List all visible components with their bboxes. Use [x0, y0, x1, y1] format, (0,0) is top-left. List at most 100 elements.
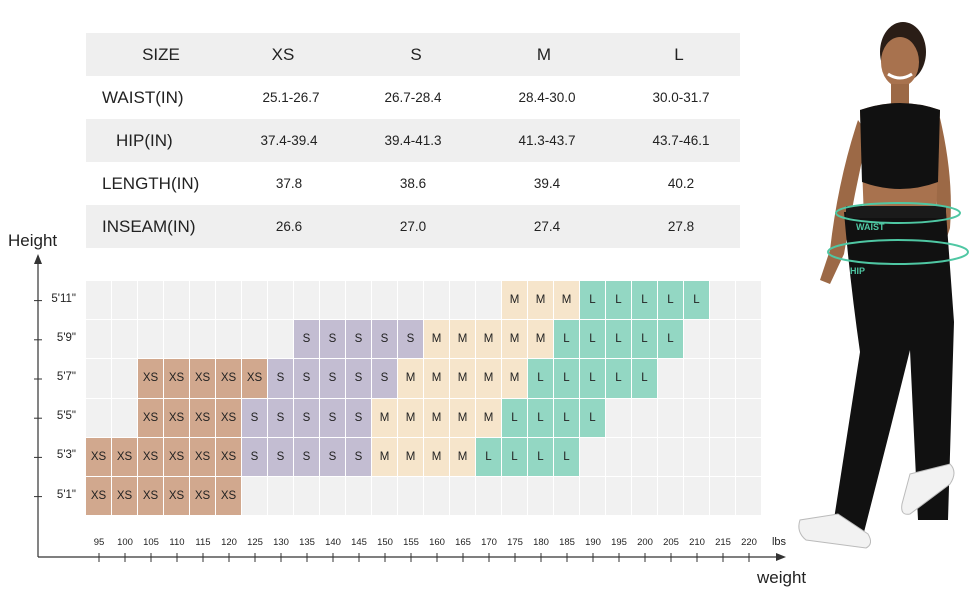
x-tick-label: 215	[715, 537, 731, 548]
empty-cell	[736, 320, 761, 359]
size-cell-l: L	[554, 437, 579, 476]
x-tick-label: 100	[117, 537, 133, 548]
empty-cell	[736, 437, 761, 476]
size-cell-xs: XS	[216, 437, 241, 476]
size-cell-s: S	[320, 398, 345, 437]
size-cell-l: L	[580, 398, 605, 437]
empty-cell	[190, 281, 215, 320]
size-cell-xs: XS	[138, 477, 163, 516]
empty-cell	[632, 437, 657, 476]
size-cell-s: S	[372, 320, 397, 359]
x-tick-label: 120	[221, 537, 237, 548]
row-label-inseam: INSEAM(IN)	[102, 216, 196, 236]
empty-cell	[450, 477, 475, 516]
size-cell-xs: XS	[216, 477, 241, 516]
size-cell-s: S	[268, 437, 293, 476]
empty-cell	[268, 281, 293, 320]
size-cell-s: S	[294, 398, 319, 437]
empty-cell	[112, 281, 137, 320]
empty-cell	[606, 398, 631, 437]
x-tick-label: 155	[403, 537, 419, 548]
size-cell-s: S	[346, 320, 371, 359]
x-tick-label: 135	[299, 537, 315, 548]
size-cell-xs: XS	[190, 477, 215, 516]
empty-cell	[372, 281, 397, 320]
size-cell-l: L	[684, 281, 709, 320]
size-cell-xs: XS	[190, 398, 215, 437]
size-cell-l: L	[554, 398, 579, 437]
neck-shape	[891, 84, 909, 106]
empty-cell	[736, 477, 761, 516]
table-cell: 39.4	[533, 176, 561, 191]
size-cell-s: S	[294, 359, 319, 398]
table-row-length: LENGTH(IN) 37.8 38.6 39.4 40.2	[86, 162, 740, 205]
x-tick-label: 125	[247, 537, 263, 548]
size-table: SIZE XS S M L WAIST(IN) 25.1-26.7 26.7-2…	[86, 33, 740, 248]
empty-cell	[502, 477, 527, 516]
x-tick-label: 220	[741, 537, 757, 548]
size-cell-m: M	[476, 398, 501, 437]
empty-cell	[684, 477, 709, 516]
size-cell-l: L	[528, 359, 553, 398]
size-cell-l: L	[658, 281, 683, 320]
x-unit-label: lbs	[771, 536, 787, 548]
empty-cell	[658, 398, 683, 437]
empty-cell	[632, 398, 657, 437]
left-arm-shape	[820, 120, 868, 284]
empty-cell	[86, 398, 111, 437]
size-cell-s: S	[346, 398, 371, 437]
x-tick-label: 185	[559, 537, 575, 548]
size-cell-m: M	[502, 359, 527, 398]
x-ticks	[98, 553, 750, 562]
empty-cell	[424, 281, 449, 320]
size-cell-l: L	[658, 320, 683, 359]
empty-cell	[554, 477, 579, 516]
size-cell-xs: XS	[112, 437, 137, 476]
empty-cell	[450, 281, 475, 320]
empty-cell	[138, 281, 163, 320]
size-cell-xs: XS	[190, 437, 215, 476]
size-cell-m: M	[450, 437, 475, 476]
table-cell: 43.7-46.1	[652, 133, 710, 148]
empty-cell	[216, 281, 241, 320]
size-cell-xs: XS	[86, 477, 111, 516]
empty-cell	[684, 359, 709, 398]
size-cell-m: M	[476, 320, 501, 359]
size-cell-l: L	[606, 320, 631, 359]
empty-cell	[86, 320, 111, 359]
size-cell-m: M	[450, 320, 475, 359]
empty-cell	[606, 477, 631, 516]
size-cell-l: L	[502, 398, 527, 437]
table-cell: 40.2	[667, 176, 695, 191]
empty-cell	[398, 281, 423, 320]
size-cell-xs: XS	[216, 359, 241, 398]
empty-cell	[398, 477, 423, 516]
empty-cell	[476, 477, 501, 516]
row-label-waist: WAIST(IN)	[102, 87, 184, 107]
table-row-waist: WAIST(IN) 25.1-26.7 26.7-28.4 28.4-30.0 …	[86, 76, 740, 119]
table-cell: 25.1-26.7	[262, 90, 320, 105]
size-cell-s: S	[320, 437, 345, 476]
empty-cell	[580, 437, 605, 476]
x-tick-label: 140	[325, 537, 341, 548]
joggers-shape	[832, 212, 954, 540]
x-tick-label: 110	[169, 537, 185, 548]
size-cell-l: L	[502, 437, 527, 476]
y-tick-label: 5'1"	[56, 488, 76, 501]
size-cell-xs: XS	[138, 398, 163, 437]
empty-cell	[112, 359, 137, 398]
y-axis-arrow	[34, 254, 42, 264]
x-axis-arrow	[776, 553, 786, 561]
size-cell-xs: XS	[164, 359, 189, 398]
size-cell-s: S	[398, 320, 423, 359]
size-cell-l: L	[528, 398, 553, 437]
size-cell-s: S	[242, 437, 267, 476]
size-cell-m: M	[450, 398, 475, 437]
empty-cell	[580, 477, 605, 516]
y-ticks	[34, 300, 42, 498]
x-tick-label: 95	[93, 537, 105, 548]
size-cell-s: S	[242, 398, 267, 437]
x-tick-label: 145	[351, 537, 367, 548]
size-cell-xs: XS	[112, 477, 137, 516]
y-tick-label: 5'7"	[56, 371, 76, 383]
